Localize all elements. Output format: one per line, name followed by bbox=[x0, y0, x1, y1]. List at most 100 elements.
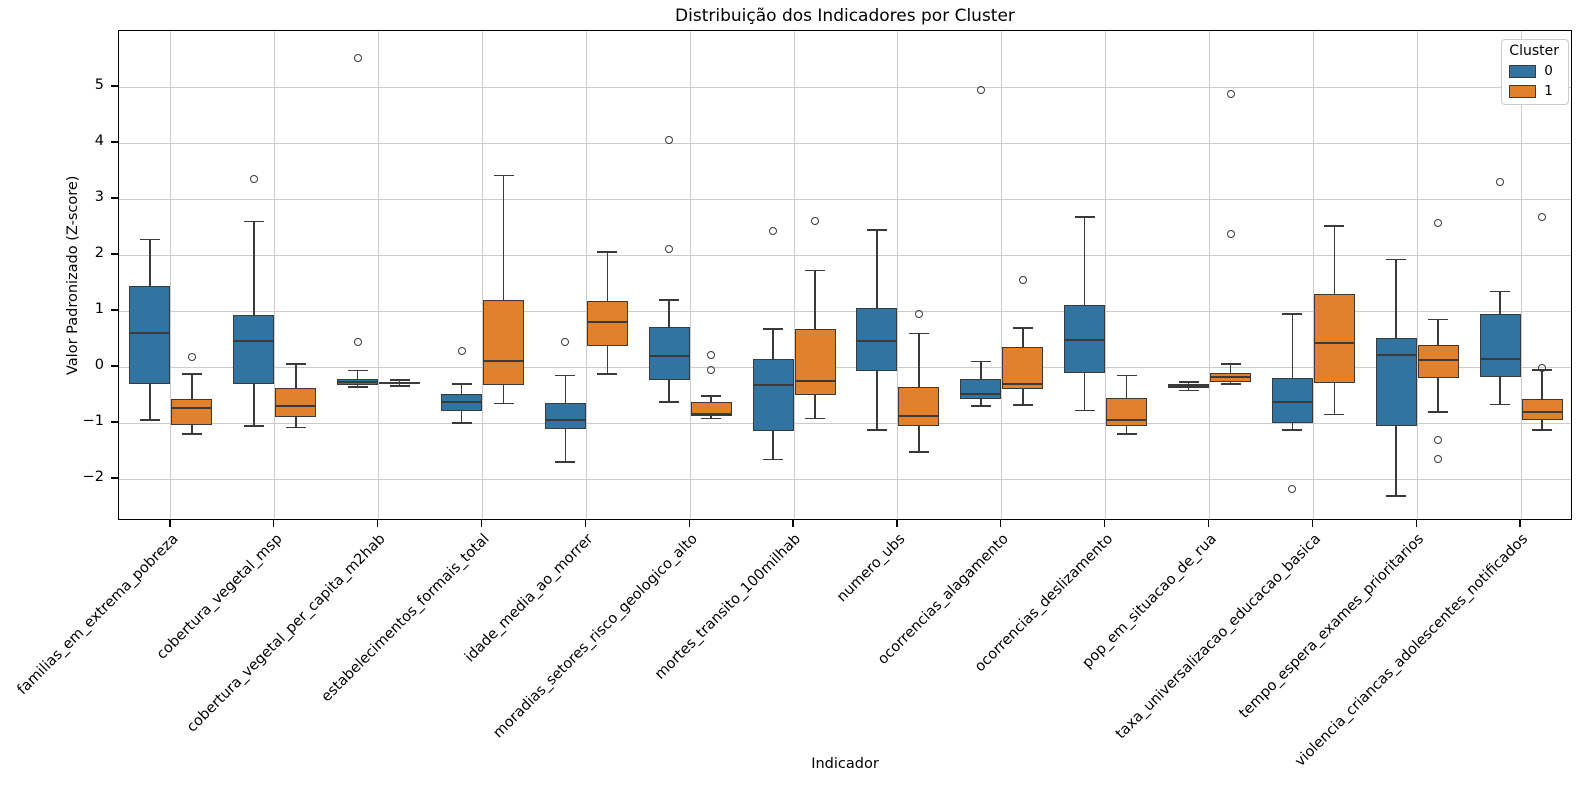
whisker-upper bbox=[876, 229, 878, 309]
legend-entry-label: 0 bbox=[1544, 63, 1553, 79]
outlier-point bbox=[665, 245, 674, 254]
y-tick-mark bbox=[111, 141, 118, 143]
whisker-lower bbox=[1333, 382, 1336, 415]
median-line bbox=[233, 340, 275, 343]
x-tick-label: tempo_espera_exames_prioritarios bbox=[1236, 531, 1428, 722]
x-tick-mark bbox=[1207, 520, 1210, 527]
whisker-cap-lower bbox=[597, 372, 618, 375]
whisker-cap-upper bbox=[1324, 225, 1345, 227]
box-violencia_criancas_adolescentes_notificados-cluster-0 bbox=[1479, 313, 1521, 378]
x-tick-mark bbox=[1311, 520, 1313, 527]
whisker-cap-lower bbox=[285, 426, 306, 429]
outlier-point bbox=[353, 337, 362, 346]
whisker-lower bbox=[1021, 389, 1024, 406]
whisker-upper bbox=[356, 370, 359, 379]
whisker-cap-lower bbox=[139, 419, 160, 421]
median-line bbox=[1417, 358, 1459, 361]
y-tick-mark bbox=[111, 85, 118, 87]
whisker-upper bbox=[710, 396, 712, 402]
whisker-lower bbox=[1437, 378, 1439, 412]
whisker-cap-lower bbox=[805, 417, 826, 420]
box-ocorrencias_alagamento-cluster-1 bbox=[1002, 347, 1044, 390]
outlier-point bbox=[1288, 485, 1297, 494]
whisker-upper bbox=[1187, 382, 1190, 384]
median-line bbox=[1479, 357, 1521, 360]
legend-entry-label: 1 bbox=[1544, 83, 1553, 99]
x-tick-mark bbox=[376, 520, 379, 527]
outlier-point bbox=[561, 337, 570, 346]
y-gridline bbox=[119, 86, 1571, 88]
x-tick-mark bbox=[688, 520, 690, 527]
box-mortes_transito_100milhab-cluster-1 bbox=[794, 328, 836, 395]
whisker-lower bbox=[564, 428, 567, 463]
whisker-cap-upper bbox=[1490, 290, 1511, 293]
outlier-point bbox=[1434, 455, 1443, 464]
box-ocorrencias_alagamento-cluster-0 bbox=[960, 379, 1002, 399]
legend-entry: 1 bbox=[1509, 83, 1559, 99]
whisker-lower bbox=[606, 345, 609, 374]
box-taxa_universalizacao_educacao_basica-cluster-1 bbox=[1313, 294, 1355, 383]
whisker-cap-upper bbox=[1428, 318, 1449, 321]
y-tick-label: 5 bbox=[94, 77, 104, 93]
whisker-upper bbox=[294, 364, 297, 389]
whisker-lower bbox=[710, 416, 712, 419]
median-line bbox=[483, 360, 524, 363]
outlier-point bbox=[707, 365, 716, 374]
median-line bbox=[1313, 342, 1355, 345]
y-tick-label: 0 bbox=[94, 357, 104, 373]
whisker-lower bbox=[252, 383, 255, 426]
x-gridline bbox=[1209, 31, 1210, 519]
x-gridline bbox=[1416, 31, 1418, 519]
chart-title: Distribuição dos Indicadores por Cluster bbox=[675, 6, 1015, 26]
x-tick-mark bbox=[1519, 520, 1521, 527]
whisker-lower bbox=[979, 398, 982, 407]
median-line bbox=[129, 332, 171, 335]
median-line bbox=[441, 400, 482, 403]
y-gridline bbox=[119, 310, 1571, 312]
y-tick-mark bbox=[111, 477, 118, 479]
whisker-cap-lower bbox=[1324, 413, 1345, 416]
whisker-cap-upper bbox=[493, 174, 514, 177]
whisker-cap-upper bbox=[285, 363, 306, 365]
median-line bbox=[1271, 400, 1313, 403]
whisker-cap-upper bbox=[805, 269, 826, 272]
whisker-upper bbox=[814, 270, 816, 329]
whisker-cap-lower bbox=[659, 401, 680, 404]
whisker-lower bbox=[460, 411, 463, 423]
x-tick-mark bbox=[896, 520, 898, 527]
box-ocorrencias_deslizamento-cluster-0 bbox=[1064, 305, 1106, 373]
whisker-lower bbox=[1499, 377, 1501, 405]
median-line bbox=[752, 384, 794, 387]
outlier-point bbox=[914, 309, 923, 318]
outlier-point bbox=[353, 53, 362, 62]
whisker-cap-lower bbox=[908, 451, 929, 453]
whisker-lower bbox=[294, 417, 297, 428]
box-tempo_espera_exames_prioritarios-cluster-1 bbox=[1417, 344, 1459, 379]
median-line bbox=[1106, 419, 1148, 422]
whisker-upper bbox=[668, 299, 670, 327]
box-cobertura_vegetal_msp-cluster-0 bbox=[233, 315, 275, 384]
whisker-cap-lower bbox=[1178, 389, 1199, 392]
y-tick-mark bbox=[111, 421, 118, 423]
box-familias_em_extrema_pobreza-cluster-0 bbox=[129, 285, 171, 384]
outlier-point bbox=[1018, 276, 1027, 285]
y-tick-mark bbox=[111, 253, 118, 255]
whisker-cap-lower bbox=[763, 458, 784, 461]
median-line bbox=[648, 354, 690, 357]
median-line bbox=[1210, 375, 1251, 378]
whisker-cap-lower bbox=[181, 433, 202, 435]
whisker-upper bbox=[918, 333, 920, 387]
box-estabelecimentos_formais_total-cluster-0 bbox=[441, 394, 482, 412]
outlier-point bbox=[1434, 435, 1443, 444]
x-tick-label: taxa_universalizacao_educacao_basica bbox=[1112, 531, 1324, 743]
plot-area bbox=[118, 30, 1572, 520]
y-tick-mark bbox=[111, 197, 118, 199]
whisker-upper bbox=[1541, 369, 1543, 400]
x-gridline bbox=[585, 31, 587, 519]
whisker-lower bbox=[876, 371, 878, 430]
whisker-upper bbox=[1291, 313, 1294, 379]
whisker-upper bbox=[772, 328, 774, 359]
